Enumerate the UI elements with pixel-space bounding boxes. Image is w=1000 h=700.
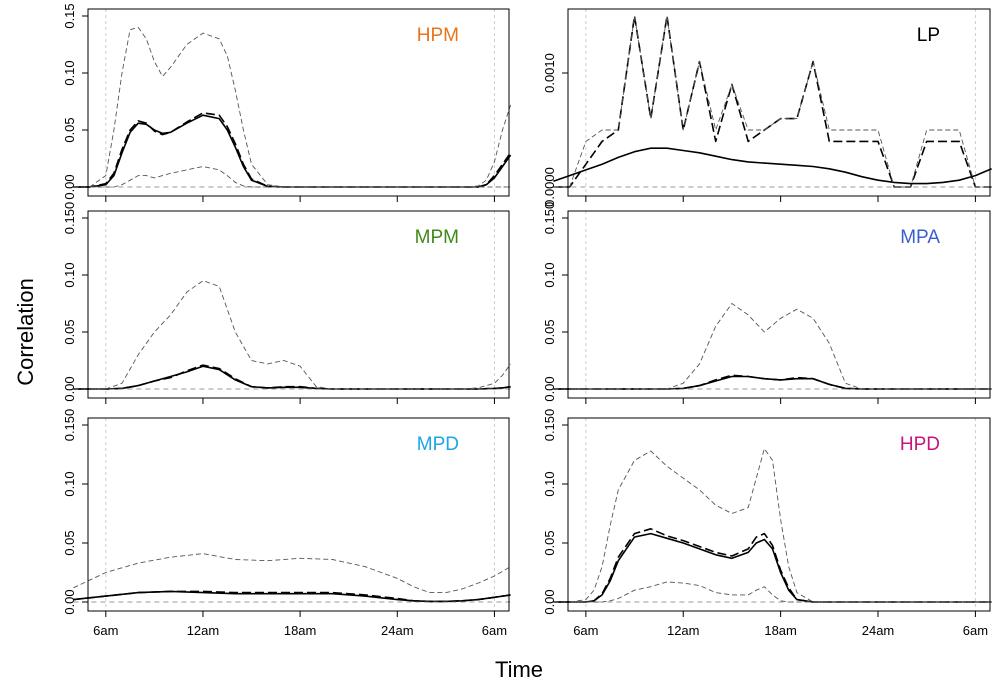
panel-lp: 0.0000 0.0010 LP [542,8,992,207]
y-tick-label: 0.10 [62,262,77,287]
panel-title: MPD [417,434,459,455]
series-upper-hpm [73,26,512,188]
series-upper-mpa [553,303,992,390]
panels: 0.000.050.100.15HPM0.00000.0010LP0.000.0… [62,3,992,638]
x-tick-label: 18am [764,623,797,638]
series-upper-lp [553,15,992,188]
x-tick-label: 6am [573,623,598,638]
series-mean-hpd [553,527,992,603]
series-smooth-hpd [553,532,992,603]
series-upper-hpd [553,448,992,603]
x-tick-label: 24am [381,623,414,638]
x-tick-label: 6am [93,623,118,638]
x-tick-label: 12am [187,623,220,638]
panel-mpm: 0.00 0.05 0.10 0.150 MPM [62,202,511,404]
panel-mpa: 0.00 0.05 0.10 0.150 MPA [542,202,992,404]
y-tick-label: 0.10 [542,471,557,496]
y-tick-label: 0.05 [542,319,557,344]
x-tick-label: 24am [862,623,895,638]
x-tick-label: 12am [667,623,700,638]
y-tick-label: 0.05 [62,319,77,344]
panel-title: MPA [900,227,940,248]
y-tick-label: 0.0010 [542,53,557,93]
series-lower-hpm [73,166,511,188]
series-lower-hpd [553,581,992,603]
y-tick-label: 0.00 [542,589,557,614]
y-tick-label: 0.150 [62,409,77,442]
figure-xlabel: Time [495,657,543,682]
plot-frame [567,210,991,399]
plot-frame [567,417,991,612]
y-tick-label: 0.00 [62,174,77,199]
y-tick-label: 0.00 [542,376,557,401]
y-tick-label: 0.150 [542,409,557,442]
y-tick-label: 0.10 [62,60,77,85]
y-tick-label: 0.10 [62,471,77,496]
plot-frame [87,8,510,197]
panel-title: MPM [415,227,459,248]
series-mean-mpa [553,374,992,390]
panel-hpd: 0.00 0.05 0.10 0.150 6am 12am 18am 24am 6am HPD [542,409,992,638]
series-upper-mpm [73,280,511,390]
series-mean-lp [553,15,992,188]
y-tick-label: 0.00 [62,589,77,614]
y-tick-label: 0.05 [62,117,77,142]
plot-frame [87,210,510,399]
y-tick-label: 0.150 [542,202,557,235]
panel-mpd: 0.00 0.05 0.10 0.150 6am 12am 18am 24am 6am MPD [62,409,511,638]
panel-title: LP [917,25,940,46]
x-tick-label: 18am [284,623,317,638]
panel-hpm: 0.00 0.05 0.10 0.15 HPM [62,3,512,202]
y-tick-label: 0.10 [542,262,557,287]
figure-ylabel: Correlation [13,278,38,386]
x-tick-label: 6am [963,623,988,638]
panel-title: HPD [900,434,940,455]
y-tick-label: 0.05 [62,530,77,555]
series-smooth-hpm [73,114,512,188]
series-smooth-mpa [553,375,992,390]
y-tick-label: 0.150 [62,202,77,235]
series-smooth-lp [553,147,992,185]
y-tick-label: 0.05 [542,530,557,555]
panel-title: HPM [417,25,459,46]
y-tick-label: 0.15 [62,3,77,28]
y-tick-label: 0.0000 [542,167,557,207]
y-tick-label: 0.00 [62,376,77,401]
x-tick-label: 6am [482,623,507,638]
series-mean-mpd [73,590,511,603]
plot-frame [87,417,510,612]
plot-frame [567,8,991,197]
series-upper-mpd [73,553,511,594]
series-mean-mpm [73,364,511,390]
